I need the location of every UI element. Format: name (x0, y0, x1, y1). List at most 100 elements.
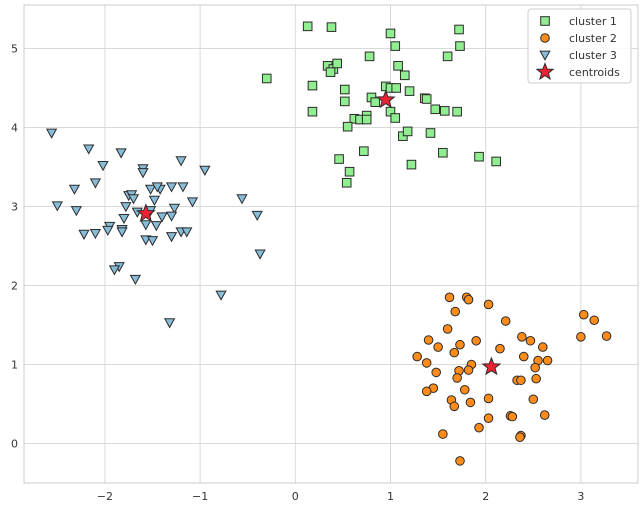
cluster-1-point (359, 146, 369, 156)
cluster-1-point (455, 41, 465, 51)
cluster-1-point (454, 24, 464, 35)
cluster-2-point (444, 292, 455, 303)
cluster-3-point (254, 249, 266, 260)
cluster-1-point (438, 147, 448, 158)
cluster-2-point (449, 401, 460, 412)
cluster-3-point (177, 182, 189, 193)
cluster-1-point (406, 159, 417, 170)
cluster-3-point (102, 225, 114, 237)
cluster-1-point (334, 154, 344, 164)
cluster-1-point (390, 41, 401, 51)
cluster-3-point (251, 210, 263, 221)
cluster-1-point (439, 106, 450, 116)
cluster-1-point (326, 22, 337, 32)
cluster-3-point (175, 156, 187, 167)
y-tick-label: 0 (11, 437, 18, 450)
cluster-2-point (474, 422, 484, 433)
cluster-2-point (412, 351, 422, 362)
x-tick-label: 1 (387, 490, 394, 503)
y-tick-label: 2 (11, 279, 18, 292)
cluster-3-point (83, 144, 95, 155)
cluster-1-point (307, 106, 318, 117)
x-tick-label: 0 (292, 490, 299, 503)
cluster-3-point (165, 211, 178, 222)
cluster-3-point (89, 178, 102, 189)
cluster-3-point (51, 201, 63, 212)
cluster-2-point (442, 324, 453, 334)
cluster-2-point (455, 456, 465, 466)
cluster-1-point (307, 80, 318, 91)
tick-labels: −2 −1 0 1 2 3 0 1 2 3 4 5 (11, 42, 584, 503)
centroids-point (135, 203, 156, 223)
cluster-2-point (438, 429, 448, 439)
legend-label-cluster-1: cluster 1 (569, 15, 617, 28)
cluster-2-point (500, 316, 511, 326)
y-tick-label: 1 (11, 358, 18, 371)
cluster-2-point (528, 394, 539, 405)
centroids-series (135, 89, 502, 376)
cluster-1-point (393, 61, 403, 71)
cluster-2-point (530, 362, 540, 373)
cluster-2-point (449, 347, 460, 358)
cluster-1-point (452, 106, 462, 117)
cluster-3-point (165, 232, 178, 243)
cluster-1-point (370, 97, 381, 107)
cluster-3-point (70, 206, 83, 217)
legend-box (527, 8, 632, 84)
cluster-2-point (433, 342, 443, 352)
cluster-2-point (516, 375, 526, 386)
data-points (45, 21, 612, 466)
cluster-3-point (236, 194, 248, 205)
cluster-1-point (385, 28, 396, 39)
cluster-2-point (601, 331, 612, 341)
legend-marker-centroids (535, 62, 555, 81)
cluster-2-point (455, 339, 465, 350)
cluster-3-point (115, 148, 127, 159)
cluster-1-point (421, 94, 432, 104)
cluster-3-point (151, 182, 163, 193)
cluster-1-point (340, 96, 350, 107)
cluster-1-series (261, 21, 501, 188)
cluster-3-point (168, 203, 181, 214)
cluster-2-point (531, 373, 541, 384)
cluster-3-point (156, 212, 168, 223)
cluster-3-point (150, 221, 162, 232)
legend: cluster 1 cluster 2 cluster 3 centroids (527, 8, 632, 84)
cluster-2-point (421, 358, 432, 368)
cluster-2-point (483, 393, 494, 404)
cluster-2-point (515, 432, 525, 442)
cluster-2-point (421, 386, 432, 397)
x-tick-label: 3 (577, 490, 584, 503)
legend-label-centroids: centroids (569, 66, 620, 79)
cluster-2-point (542, 355, 553, 366)
cluster-3-point (199, 165, 211, 176)
cluster-1-point (390, 113, 401, 123)
cluster-1-point (404, 86, 415, 96)
cluster-2-point (518, 351, 529, 362)
y-tick-label: 3 (11, 200, 18, 213)
cluster-2-point (539, 410, 550, 420)
cluster-3-point (181, 227, 193, 238)
cluster-3-point (78, 229, 90, 240)
cluster-2-point (495, 343, 505, 354)
y-tick-label: 5 (11, 42, 18, 55)
cluster-1-point (302, 21, 313, 32)
cluster-2-point (423, 335, 434, 345)
cluster-2-point (471, 335, 481, 346)
cluster-3-point (108, 265, 121, 276)
cluster-1-point (430, 104, 441, 115)
cluster-3-point (120, 202, 132, 213)
cluster-1-point (332, 58, 342, 69)
cluster-2-point (589, 315, 600, 326)
cluster-3-point (148, 195, 161, 206)
cluster-1-point (442, 51, 453, 62)
cluster-1-point (325, 67, 336, 77)
cluster-3-point (215, 290, 227, 301)
cluster-1-point (344, 166, 355, 177)
cluster-2-point (507, 411, 518, 422)
cluster-1-point (474, 151, 484, 162)
legend-label-cluster-3: cluster 3 (569, 49, 617, 62)
cluster-1-point (342, 121, 353, 132)
cluster-3-point (129, 274, 142, 285)
